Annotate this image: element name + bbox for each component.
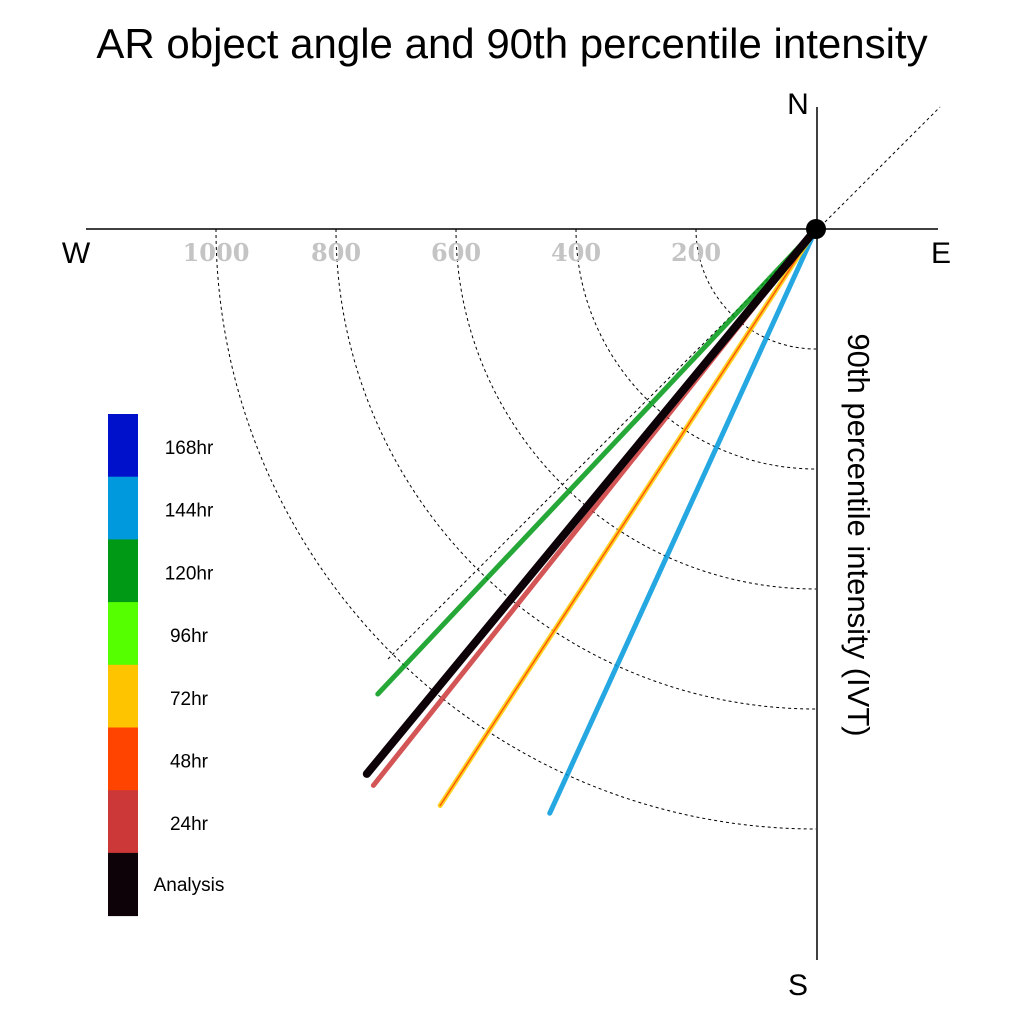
- legend-label: 48hr: [170, 752, 209, 773]
- radial-tick-label: 600: [431, 238, 481, 267]
- legend-swatch-96hr: [108, 602, 138, 666]
- y-axis-label: 90th percentile intensity (IVT): [841, 333, 876, 736]
- compass-west: W: [62, 237, 91, 270]
- legend: 168hr 144hr 120hr 96hr 72hr 48hr 24hr Analysis: [108, 414, 225, 917]
- legend-swatch-120hr: [108, 539, 138, 603]
- diagonal-guide-line: [387, 106, 941, 660]
- series-line-analysis: [362, 225, 820, 778]
- radial-ring: [335, 228, 817, 710]
- series-line-120hr: [375, 226, 819, 697]
- legend-swatch-analysis: [108, 852, 138, 917]
- legend-label: 96hr: [170, 626, 209, 647]
- compass-east: E: [931, 237, 951, 270]
- legend-label: 24hr: [170, 814, 209, 835]
- radial-ring: [215, 228, 817, 830]
- legend-label: 144hr: [165, 501, 214, 522]
- series-lines: [362, 225, 820, 816]
- radial-ring: [575, 228, 817, 470]
- series-line-48hr: [439, 228, 817, 807]
- legend-label: 72hr: [170, 689, 209, 710]
- radial-rings: [215, 228, 817, 830]
- series-line-144hr: [547, 226, 819, 816]
- radial-ring: [455, 228, 817, 590]
- legend-swatch-48hr: [108, 727, 138, 791]
- radial-tick-label: 400: [551, 238, 601, 267]
- legend-swatch-72hr: [108, 664, 138, 728]
- legend-label: 120hr: [165, 563, 214, 584]
- radial-ring: [695, 228, 817, 350]
- radial-tick-label: 1000: [183, 238, 250, 267]
- legend-swatch-24hr: [108, 790, 138, 854]
- legend-swatch-168hr: [108, 414, 138, 478]
- radial-tick-labels: 1000 800 600 400 200: [183, 238, 721, 267]
- radial-tick-label: 200: [671, 238, 721, 267]
- origin-marker: [806, 219, 826, 239]
- legend-label: 168hr: [165, 438, 214, 459]
- chart-title: AR object angle and 90th percentile inte…: [96, 20, 927, 67]
- legend-swatch-144hr: [108, 476, 138, 540]
- compass-north: N: [787, 88, 809, 121]
- compass-south: S: [788, 969, 808, 1002]
- radial-tick-label: 800: [311, 238, 361, 267]
- legend-label: Analysis: [154, 875, 225, 896]
